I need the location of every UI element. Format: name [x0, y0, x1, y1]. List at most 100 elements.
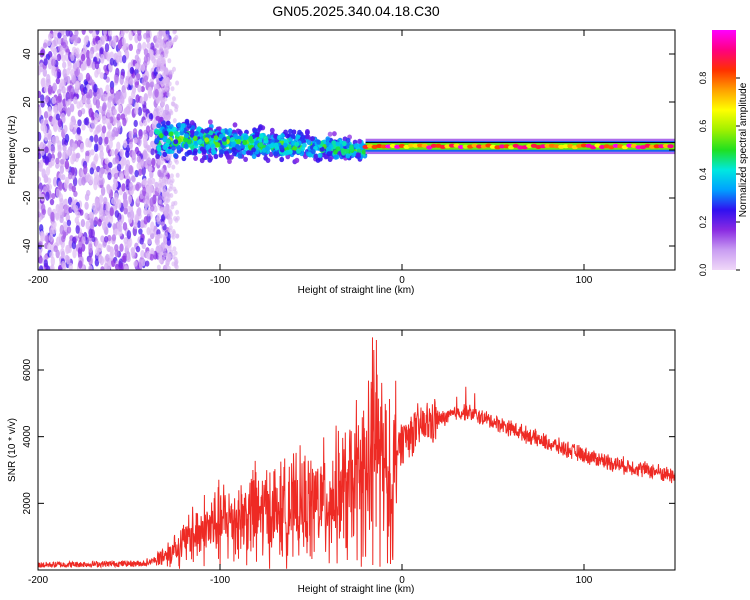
spectrogram-point — [90, 149, 95, 156]
spectrogram-point — [84, 212, 89, 220]
spectrogram-point — [146, 145, 152, 153]
spectrogram-point — [204, 128, 210, 134]
spectrogram-point — [273, 142, 279, 148]
spectrogram-point — [171, 234, 176, 240]
spectrogram-point — [128, 141, 134, 149]
spectrogram-point — [88, 228, 93, 239]
spectrogram-point — [46, 265, 51, 270]
spectrogram-point — [311, 149, 316, 155]
spectrogram-point — [317, 152, 323, 158]
spectrogram-point — [62, 151, 67, 161]
spectrogram-point — [162, 246, 167, 252]
spectrogram-point — [44, 156, 49, 164]
spectrogram-point — [315, 157, 321, 163]
spectrogram-point — [120, 113, 126, 120]
spectrogram-point — [93, 83, 98, 93]
spectrogram-point — [86, 189, 91, 197]
spectrogram-point — [358, 143, 364, 149]
spectrogram-point — [137, 168, 143, 176]
spectrogram-point — [43, 111, 49, 119]
spectrogram-point — [192, 150, 198, 156]
spectrogram-point — [129, 209, 135, 219]
spectrogram-point — [68, 30, 73, 37]
spectrogram-point — [243, 156, 249, 162]
snr-y-ticks: 2000 4000 6000 — [22, 358, 675, 514]
spectrogram-point — [119, 263, 124, 270]
spectrogram-point — [106, 131, 111, 139]
spectrogram-point — [152, 119, 157, 130]
spectrogram-point — [162, 79, 167, 85]
spectrogram-point — [128, 78, 134, 86]
spectrogram-point — [144, 198, 149, 209]
spectrogram-point — [111, 234, 117, 242]
spectrogram-point — [265, 157, 271, 163]
spectrogram-point — [156, 264, 161, 270]
spectrogram-point — [122, 221, 128, 231]
spectrogram-point — [146, 42, 151, 49]
spectrogram-point — [69, 91, 74, 99]
spectrogram-marks — [38, 30, 675, 270]
spectrogram-point — [120, 30, 126, 36]
spectrogram-point — [114, 249, 120, 258]
spectrogram-point — [172, 230, 177, 236]
spectrogram-point — [112, 108, 118, 116]
spectrogram-point — [100, 53, 105, 64]
spectrogram-point — [335, 141, 341, 147]
spectrogram-point — [41, 77, 46, 84]
spectrogram-point — [94, 258, 100, 267]
colorbar-tick-label: 0.8 — [698, 72, 708, 85]
spectrogram-point — [116, 113, 121, 121]
spectrogram-point — [59, 165, 65, 175]
spectrogram-point — [273, 151, 278, 157]
spectrogram-point — [75, 225, 80, 234]
spectrogram-point — [313, 153, 319, 159]
spectrogram-point — [84, 201, 89, 210]
spectrogram-point — [97, 113, 102, 121]
spectrogram-y-tick-label: 0 — [22, 147, 33, 153]
spectrogram-point — [140, 86, 145, 93]
spectrogram-point — [150, 177, 156, 185]
spectrogram-point — [76, 211, 81, 219]
spectrogram-point — [141, 242, 146, 250]
spectrogram-point — [98, 87, 104, 98]
spectrogram-point — [169, 249, 174, 255]
spectrogram-point — [157, 246, 162, 252]
spectrogram-point — [207, 157, 213, 163]
spectrogram-point — [99, 72, 105, 79]
snr-marks — [38, 337, 675, 569]
spectrogram-point — [179, 130, 185, 136]
spectrogram-point — [109, 86, 115, 95]
spectrogram-point — [119, 243, 124, 253]
spectrogram-point — [71, 236, 77, 243]
spectrogram-point — [118, 219, 123, 227]
spectrogram-point — [245, 150, 251, 156]
spectrogram-x-tick-label: 100 — [576, 275, 593, 286]
spectrogram-point — [159, 107, 164, 113]
spectrogram-point — [50, 43, 55, 52]
spectrogram-point — [168, 131, 174, 137]
spectrogram-point — [75, 47, 80, 55]
spectrogram-point — [38, 210, 41, 218]
spectrogram-point — [71, 142, 76, 152]
spectrogram-point — [57, 95, 62, 104]
spectrogram-point — [169, 193, 174, 198]
spectrogram-point — [517, 145, 524, 150]
spectrogram-point — [148, 228, 154, 235]
spectrogram-point — [412, 143, 419, 148]
spectrogram-point — [165, 204, 170, 210]
spectrogram-point — [126, 255, 131, 263]
spectrogram-point — [171, 126, 177, 132]
snr-x-tick-label: 0 — [399, 575, 405, 586]
spectrogram-point — [45, 191, 50, 201]
spectrogram-point — [47, 51, 53, 58]
spectrogram-point — [219, 149, 224, 155]
spectrogram-point — [242, 139, 248, 145]
spectrogram-point — [325, 136, 331, 142]
colorbar-tick-label: 0.0 — [698, 264, 708, 277]
spectrogram-point — [51, 193, 56, 200]
spectrogram-point — [85, 220, 90, 230]
spectrogram-point — [150, 205, 155, 212]
spectrogram-point — [168, 69, 173, 75]
spectrogram-point — [326, 146, 332, 152]
spectrogram-point — [121, 37, 126, 46]
